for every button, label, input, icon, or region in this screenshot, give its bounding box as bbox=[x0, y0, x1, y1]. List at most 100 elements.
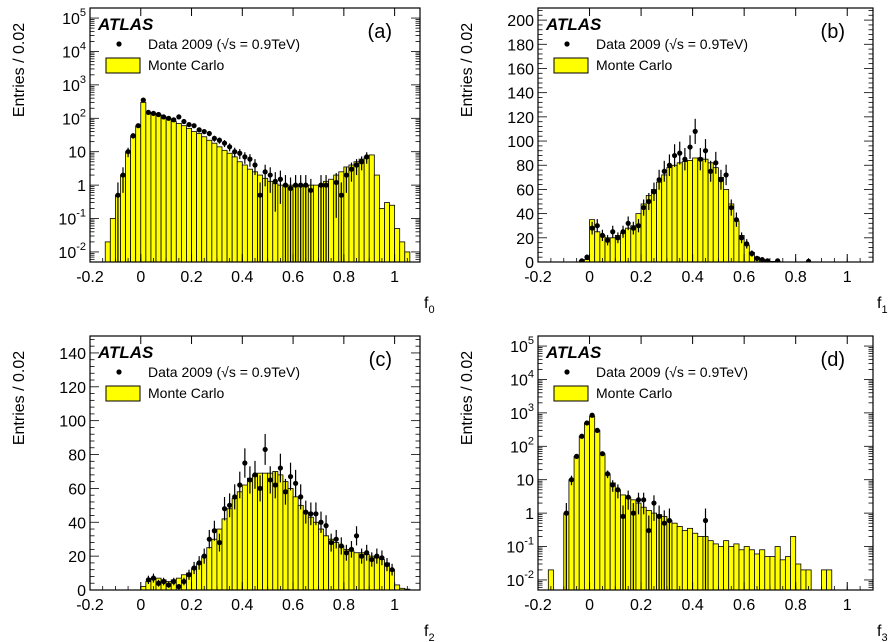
data-marker bbox=[369, 556, 375, 563]
panel-d: -0.2 0 0.2 0.4 0.6 0.8 1 10-2 10-1 1 10 102 103 104 10… bbox=[459, 335, 888, 642]
data-marker bbox=[702, 517, 709, 524]
y-tick-label: 10 bbox=[516, 473, 534, 490]
data-point bbox=[232, 484, 238, 510]
mc-bin bbox=[676, 526, 683, 590]
mc-bin bbox=[262, 472, 269, 590]
data-marker bbox=[232, 494, 238, 500]
data-point bbox=[646, 192, 652, 211]
data-point bbox=[630, 503, 636, 590]
x-tick-label: 0.8 bbox=[785, 269, 807, 286]
data-point bbox=[764, 258, 770, 262]
data-marker bbox=[630, 510, 636, 516]
data-marker bbox=[677, 150, 683, 156]
data-point bbox=[589, 221, 595, 235]
mc-bin bbox=[733, 543, 740, 590]
data-point bbox=[328, 533, 334, 552]
mc-bin bbox=[640, 506, 647, 590]
data-marker bbox=[594, 223, 600, 229]
data-marker bbox=[579, 433, 585, 439]
mc-bin bbox=[175, 123, 182, 262]
mc-bin bbox=[702, 158, 709, 262]
data-point bbox=[293, 175, 299, 262]
y-tick-label: 100 bbox=[507, 134, 534, 151]
x-axis-title: f3 bbox=[877, 623, 888, 642]
data-marker bbox=[115, 192, 121, 198]
data-marker bbox=[584, 420, 590, 426]
data-point bbox=[308, 502, 314, 526]
mc-bin bbox=[196, 133, 203, 262]
y-axis-title: Entries / 0.02 bbox=[11, 23, 28, 117]
data-point bbox=[171, 117, 177, 123]
y-tick-label: 102 bbox=[62, 107, 86, 128]
mc-bin bbox=[389, 204, 396, 262]
data-marker bbox=[338, 543, 344, 549]
data-marker bbox=[708, 168, 714, 174]
y-tick-label: 10-2 bbox=[58, 241, 86, 262]
data-point bbox=[115, 182, 121, 262]
legend: Data 2009 (√s = 0.9TeV) Monte Carlo bbox=[553, 36, 748, 74]
data-marker bbox=[594, 427, 600, 433]
x-tick-label: 1 bbox=[390, 269, 399, 286]
data-point bbox=[666, 508, 673, 590]
data-point bbox=[277, 170, 283, 204]
mc-bin bbox=[155, 114, 162, 262]
data-point bbox=[140, 97, 146, 103]
data-point bbox=[298, 484, 304, 510]
mc-bin bbox=[236, 491, 243, 590]
data-marker bbox=[181, 118, 187, 125]
data-marker bbox=[651, 500, 657, 506]
x-tick-label: -0.2 bbox=[76, 269, 104, 286]
x-tick-label: 0.2 bbox=[630, 597, 652, 614]
data-marker bbox=[287, 473, 294, 480]
data-marker bbox=[568, 477, 575, 483]
mc-bin bbox=[578, 435, 585, 590]
data-marker bbox=[267, 477, 273, 483]
data-point bbox=[635, 492, 642, 515]
data-point bbox=[379, 550, 385, 566]
mc-bin bbox=[297, 504, 304, 590]
y-tick-label: 104 bbox=[510, 368, 534, 389]
x-tick-label: 0.6 bbox=[733, 597, 755, 614]
mc-bin bbox=[165, 118, 172, 262]
data-marker bbox=[589, 225, 595, 231]
mc-bin bbox=[779, 559, 786, 590]
mc-bin bbox=[609, 482, 616, 590]
data-point bbox=[615, 484, 621, 499]
data-marker bbox=[161, 114, 167, 120]
data-point bbox=[237, 471, 243, 499]
mc-bin bbox=[287, 487, 294, 590]
mc-bin bbox=[226, 152, 233, 262]
mc-bin bbox=[125, 151, 132, 262]
data-marker bbox=[374, 553, 380, 559]
y-tick-label: 10-1 bbox=[58, 208, 86, 229]
mc-bin bbox=[384, 202, 390, 262]
x-tick-label: 0.2 bbox=[180, 597, 202, 614]
data-point bbox=[150, 110, 157, 117]
mc-bin bbox=[333, 542, 340, 590]
data-marker bbox=[604, 471, 611, 477]
data-point bbox=[318, 511, 324, 533]
data-point bbox=[242, 152, 248, 164]
data-marker bbox=[247, 477, 253, 483]
data-point bbox=[599, 229, 606, 242]
data-point bbox=[252, 159, 258, 176]
data-marker bbox=[318, 182, 324, 188]
y-tick-label: 60 bbox=[516, 182, 534, 199]
data-point bbox=[318, 175, 324, 262]
data-marker bbox=[186, 572, 192, 578]
data-point bbox=[359, 156, 365, 171]
legend-data-label: Data 2009 (√s = 0.9TeV) bbox=[596, 364, 748, 380]
data-marker bbox=[764, 258, 770, 262]
data-point bbox=[313, 502, 319, 526]
mc-bin bbox=[241, 484, 248, 590]
x-tick-label: -0.2 bbox=[524, 597, 552, 614]
mc-bin bbox=[692, 532, 699, 590]
data-marker bbox=[298, 494, 304, 500]
data-marker bbox=[641, 497, 647, 503]
data-point bbox=[247, 466, 253, 494]
data-marker bbox=[196, 127, 202, 133]
x-tick-label: 0 bbox=[136, 597, 145, 614]
y-tick-label: 10-2 bbox=[506, 569, 534, 590]
data-marker bbox=[713, 160, 719, 166]
mc-bin bbox=[589, 415, 596, 590]
